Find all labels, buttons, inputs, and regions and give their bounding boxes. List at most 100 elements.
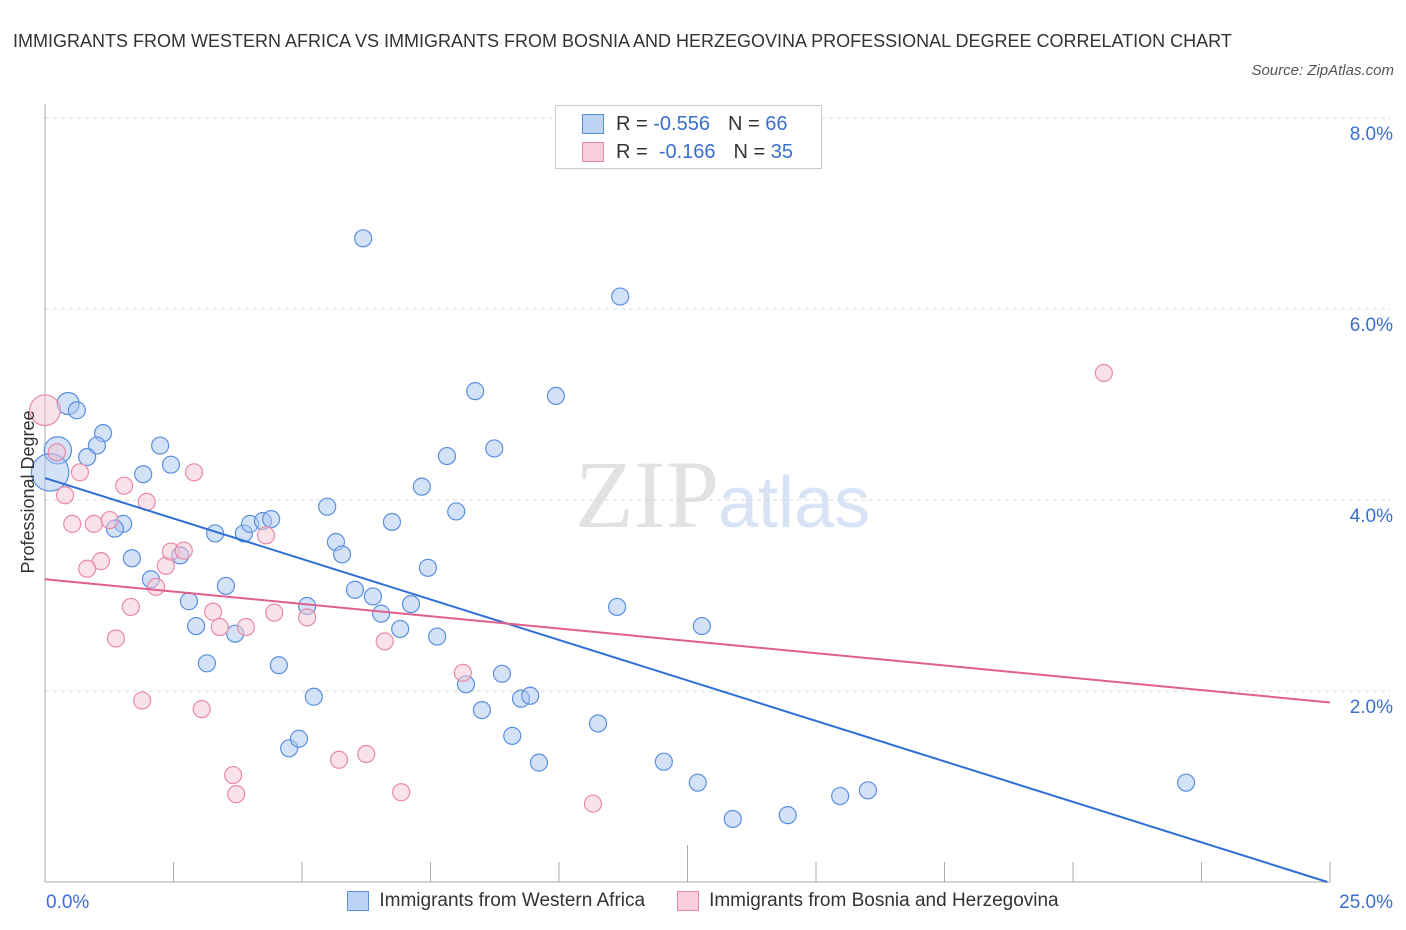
data-point-western-africa <box>521 686 540 705</box>
data-point-western-africa <box>412 477 431 496</box>
data-point-western-africa <box>529 753 549 772</box>
data-point-western-africa <box>466 382 485 401</box>
data-point-western-africa <box>485 439 504 458</box>
data-point-western-africa <box>503 726 522 745</box>
data-point-western-africa <box>332 545 352 564</box>
data-point-western-africa <box>363 587 383 606</box>
data-point-western-africa <box>588 714 608 733</box>
n-label: N = <box>733 140 766 163</box>
r-value: -0.166 <box>658 140 716 163</box>
n-value: 35 <box>770 140 794 163</box>
trend-line-bosnia <box>44 578 1331 704</box>
data-point-western-africa <box>122 549 141 568</box>
data-point-western-africa <box>67 401 86 420</box>
data-point-bosnia <box>298 608 317 627</box>
data-point-western-africa <box>401 594 421 614</box>
data-point-bosnia <box>392 783 411 802</box>
data-point-bosnia <box>329 750 349 769</box>
data-point-western-africa <box>345 580 365 599</box>
legend-swatch-pink <box>677 891 700 911</box>
r-value: -0.556 <box>653 112 710 135</box>
data-point-western-africa <box>391 619 410 639</box>
data-point-western-africa <box>134 465 153 484</box>
legend-swatch-pink <box>582 142 604 162</box>
data-point-western-africa <box>318 497 337 516</box>
n-label: N = <box>727 112 760 135</box>
data-point-bosnia <box>203 602 223 621</box>
x-tick-label: 25.0% <box>1339 892 1393 913</box>
watermark-atlas: atlas <box>718 463 870 543</box>
data-point-western-africa <box>1176 773 1196 792</box>
data-point-bosnia <box>63 514 82 533</box>
data-point-bosnia <box>224 765 243 785</box>
data-point-western-africa <box>161 455 181 474</box>
data-point-bosnia <box>100 510 119 530</box>
data-point-western-africa <box>151 436 170 455</box>
data-point-western-africa <box>472 700 491 720</box>
data-point-western-africa <box>304 687 323 706</box>
data-point-bosnia <box>265 603 284 622</box>
data-point-western-africa <box>692 616 711 636</box>
y-tick-label: 6.0% <box>1350 315 1393 336</box>
data-point-western-africa <box>372 604 391 623</box>
y-tick-label: 4.0% <box>1350 506 1393 527</box>
legend-item-western-africa[interactable]: Immigrants from Western Africa <box>347 890 645 912</box>
legend-item-bosnia[interactable]: Immigrants from Bosnia and Herzegovina <box>677 890 1059 912</box>
n-value: 66 <box>765 112 788 135</box>
data-point-western-africa <box>262 509 281 529</box>
data-point-bosnia <box>1094 363 1113 383</box>
data-point-western-africa <box>269 656 288 675</box>
data-point-bosnia <box>70 463 90 482</box>
data-point-bosnia <box>184 463 204 482</box>
data-point-western-africa <box>447 502 466 521</box>
data-point-western-africa <box>179 592 199 611</box>
data-point-bosnia <box>227 785 246 804</box>
data-point-western-africa <box>216 576 236 596</box>
data-point-bosnia <box>29 394 61 427</box>
data-point-western-africa <box>289 729 309 748</box>
data-point-bosnia <box>106 629 126 648</box>
x-tick-label: 0.0% <box>46 892 89 913</box>
data-point-western-africa <box>187 616 206 636</box>
legend-label: Immigrants from Western Africa <box>379 890 646 911</box>
data-point-bosnia <box>146 577 166 597</box>
r-label: R = <box>616 112 648 135</box>
legend-swatch-blue <box>582 114 604 134</box>
data-point-bosnia <box>583 794 603 813</box>
legend-swatch-blue <box>347 891 370 911</box>
stats-legend-row-bosnia: R = -0.166 N = 35 <box>582 139 793 165</box>
data-point-bosnia <box>84 514 103 533</box>
r-label: R = <box>616 140 648 163</box>
data-point-western-africa <box>382 512 402 532</box>
data-point-western-africa <box>546 386 566 406</box>
y-tick-label: 8.0% <box>1350 124 1393 145</box>
data-point-bosnia <box>47 443 66 462</box>
data-point-bosnia <box>210 617 229 637</box>
data-point-western-africa <box>654 752 673 771</box>
data-point-western-africa <box>723 809 742 829</box>
data-point-western-africa <box>607 597 627 617</box>
data-point-bosnia <box>236 617 256 637</box>
data-point-bosnia <box>174 541 193 560</box>
data-point-western-africa <box>611 287 630 306</box>
data-point-western-africa <box>831 786 850 806</box>
data-point-western-africa <box>428 627 447 646</box>
data-point-western-africa <box>858 781 878 800</box>
stats-legend-row-western-africa: R = -0.556 N = 66 <box>582 111 787 137</box>
legend-label: Immigrants from Bosnia and Herzegovina <box>709 890 1059 911</box>
data-point-bosnia <box>357 744 376 764</box>
data-point-western-africa <box>437 446 457 466</box>
data-point-western-africa <box>78 447 97 467</box>
chart-title: IMMIGRANTS FROM WESTERN AFRICA VS IMMIGR… <box>13 31 1232 51</box>
trend-line-western-africa <box>44 477 1328 883</box>
y-axis-label: Professional Degree <box>18 410 38 573</box>
data-point-bosnia <box>91 552 111 571</box>
data-point-western-africa <box>778 806 797 825</box>
series-legend: Immigrants from Western Africa Immigrant… <box>0 890 1406 912</box>
watermark-zip: ZIP <box>575 441 719 548</box>
data-point-western-africa <box>354 229 373 248</box>
y-tick-label: 2.0% <box>1350 697 1393 718</box>
data-point-bosnia <box>55 486 75 505</box>
data-point-bosnia <box>453 663 472 682</box>
